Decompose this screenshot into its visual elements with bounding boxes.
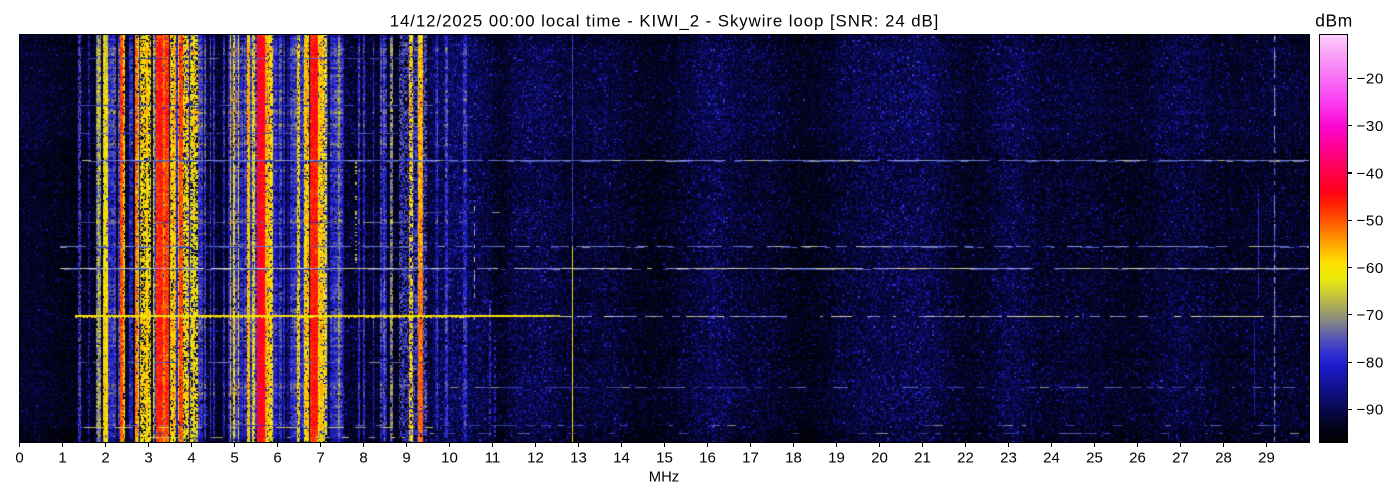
svg-text:MHz: MHz (649, 469, 679, 485)
svg-text:18: 18 (785, 449, 802, 466)
svg-text:4: 4 (187, 449, 195, 466)
svg-text:2: 2 (101, 449, 109, 466)
svg-text:21: 21 (914, 449, 931, 466)
svg-text:−60: −60 (1357, 260, 1384, 277)
svg-text:27: 27 (1172, 449, 1189, 466)
svg-text:−50: −50 (1357, 213, 1384, 230)
svg-text:8: 8 (359, 449, 367, 466)
svg-text:13: 13 (570, 449, 587, 466)
svg-text:−70: −70 (1357, 307, 1384, 324)
svg-text:1: 1 (58, 449, 66, 466)
svg-text:6: 6 (273, 449, 281, 466)
svg-text:dBm: dBm (1315, 11, 1353, 31)
svg-text:10: 10 (441, 449, 458, 466)
svg-text:23: 23 (1000, 449, 1017, 466)
svg-text:28: 28 (1215, 449, 1232, 466)
svg-text:−40: −40 (1357, 165, 1384, 182)
svg-text:7: 7 (316, 449, 324, 466)
svg-text:0: 0 (15, 449, 23, 466)
svg-text:−20: −20 (1357, 71, 1384, 88)
svg-text:−30: −30 (1357, 118, 1384, 135)
svg-text:16: 16 (699, 449, 716, 466)
svg-text:26: 26 (1129, 449, 1146, 466)
svg-text:−90: −90 (1357, 402, 1384, 419)
svg-text:14/12/2025 00:00 local time -: 14/12/2025 00:00 local time - KIWI_2 - S… (390, 12, 940, 31)
svg-text:3: 3 (144, 449, 152, 466)
svg-text:11: 11 (485, 449, 501, 466)
svg-text:9: 9 (402, 449, 410, 466)
svg-text:20: 20 (871, 449, 888, 466)
svg-text:15: 15 (656, 449, 673, 466)
svg-text:12: 12 (527, 449, 544, 466)
svg-text:24: 24 (1043, 449, 1060, 466)
svg-text:17: 17 (742, 449, 759, 466)
svg-text:22: 22 (957, 449, 974, 466)
svg-text:19: 19 (828, 449, 845, 466)
svg-text:5: 5 (230, 449, 238, 466)
svg-text:25: 25 (1086, 449, 1103, 466)
svg-text:14: 14 (613, 449, 630, 466)
svg-text:−80: −80 (1357, 354, 1384, 371)
svg-text:29: 29 (1258, 449, 1275, 466)
